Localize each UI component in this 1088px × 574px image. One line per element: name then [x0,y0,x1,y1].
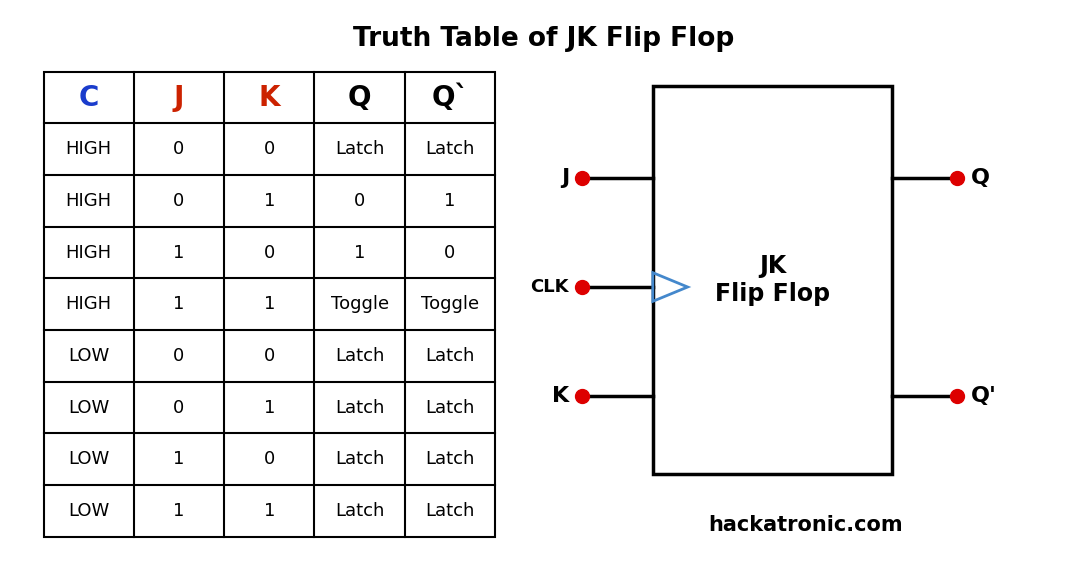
Text: LOW: LOW [69,347,109,365]
Text: Truth Table of JK Flip Flop: Truth Table of JK Flip Flop [354,26,734,52]
Text: Latch: Latch [335,398,384,417]
Point [573,391,591,401]
Text: 1: 1 [173,502,185,520]
Bar [653,86,892,474]
Point [949,173,966,183]
Bar [44,72,495,537]
Text: Latch: Latch [335,347,384,365]
Text: HIGH: HIGH [65,192,112,210]
Text: 1: 1 [263,502,275,520]
Text: hackatronic.com: hackatronic.com [708,515,902,535]
Text: 0: 0 [173,347,185,365]
Point [949,391,966,401]
Text: 1: 1 [263,192,275,210]
Text: Latch: Latch [335,502,384,520]
Text: K: K [552,386,569,406]
Text: 1: 1 [173,243,185,262]
Text: Toggle: Toggle [331,295,388,313]
Text: HIGH: HIGH [65,243,112,262]
Point [573,173,591,183]
Text: Toggle: Toggle [421,295,479,313]
Text: Q': Q' [970,386,997,406]
Text: 1: 1 [173,450,185,468]
Text: LOW: LOW [69,450,109,468]
Text: Latch: Latch [425,450,474,468]
Point [573,282,591,292]
Text: Latch: Latch [425,398,474,417]
Text: Latch: Latch [425,347,474,365]
Text: 0: 0 [173,140,185,158]
Text: LOW: LOW [69,398,109,417]
Text: 0: 0 [263,450,275,468]
Text: J: J [560,168,569,188]
Text: C: C [78,84,99,111]
Text: Q: Q [970,168,989,188]
Text: 0: 0 [263,140,275,158]
Text: LOW: LOW [69,502,109,520]
Text: Q: Q [348,84,371,111]
Text: J: J [174,84,184,111]
Text: Latch: Latch [425,502,474,520]
Text: 0: 0 [173,398,185,417]
Text: 1: 1 [173,295,185,313]
Text: 1: 1 [263,398,275,417]
Text: 0: 0 [263,347,275,365]
Text: K: K [259,84,280,111]
Text: 1: 1 [354,243,366,262]
Text: Latch: Latch [335,140,384,158]
Text: HIGH: HIGH [65,295,112,313]
Text: 0: 0 [444,243,456,262]
Text: 1: 1 [263,295,275,313]
Text: Q`: Q` [431,84,469,111]
Text: 0: 0 [173,192,185,210]
Text: 0: 0 [263,243,275,262]
Text: JK
Flip Flop: JK Flip Flop [715,254,830,306]
Text: Latch: Latch [335,450,384,468]
Text: 0: 0 [354,192,366,210]
Text: HIGH: HIGH [65,140,112,158]
Text: 1: 1 [444,192,456,210]
Text: CLK: CLK [531,278,569,296]
Text: Latch: Latch [425,140,474,158]
